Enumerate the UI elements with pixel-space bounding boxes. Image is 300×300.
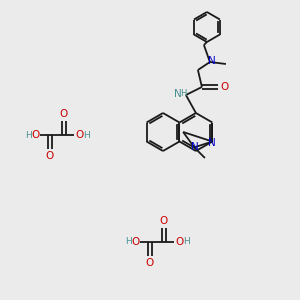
- Text: H: H: [180, 89, 186, 98]
- Text: H: H: [84, 130, 90, 140]
- Text: O: O: [76, 130, 84, 140]
- Text: O: O: [146, 258, 154, 268]
- Text: N: N: [174, 89, 182, 99]
- Text: O: O: [221, 82, 229, 92]
- Text: O: O: [132, 237, 140, 247]
- Text: O: O: [46, 151, 54, 161]
- Text: H: H: [124, 238, 131, 247]
- Text: O: O: [32, 130, 40, 140]
- Text: O: O: [176, 237, 184, 247]
- Text: O: O: [60, 109, 68, 119]
- Text: N: N: [208, 137, 216, 148]
- Text: N: N: [208, 56, 216, 66]
- Text: O: O: [160, 216, 168, 226]
- Text: H: H: [25, 130, 32, 140]
- Text: N: N: [191, 142, 199, 152]
- Text: H: H: [184, 238, 190, 247]
